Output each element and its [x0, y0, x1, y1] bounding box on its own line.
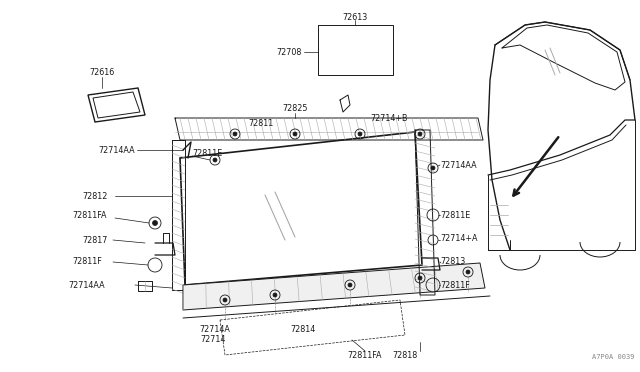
Text: 72714+A: 72714+A: [440, 234, 477, 243]
Text: 72811E: 72811E: [440, 211, 470, 219]
Polygon shape: [183, 263, 485, 310]
Circle shape: [348, 283, 352, 287]
Circle shape: [358, 132, 362, 136]
Text: 72708: 72708: [276, 48, 302, 57]
Circle shape: [213, 158, 217, 162]
Text: 72714+B: 72714+B: [370, 113, 408, 122]
Text: 72811E: 72811E: [192, 148, 222, 157]
Circle shape: [223, 298, 227, 302]
Text: 72811FA: 72811FA: [348, 350, 382, 359]
Circle shape: [233, 132, 237, 136]
Text: A7P0A 0039: A7P0A 0039: [593, 354, 635, 360]
Circle shape: [418, 132, 422, 136]
Text: 72812: 72812: [82, 192, 108, 201]
Circle shape: [418, 276, 422, 280]
Circle shape: [152, 221, 157, 225]
Polygon shape: [180, 132, 422, 285]
Text: 72714AA: 72714AA: [440, 160, 477, 170]
Text: 72714AA: 72714AA: [99, 145, 135, 154]
Text: 72616: 72616: [90, 67, 115, 77]
Circle shape: [431, 166, 435, 170]
Circle shape: [466, 270, 470, 274]
Text: 72813: 72813: [440, 257, 465, 266]
Circle shape: [273, 293, 277, 297]
Text: 72613: 72613: [343, 13, 368, 22]
Text: 72811: 72811: [248, 119, 273, 128]
Text: 72811F: 72811F: [72, 257, 102, 266]
Text: 72814: 72814: [290, 326, 316, 334]
Text: 72714AA: 72714AA: [68, 280, 104, 289]
Text: 72817: 72817: [82, 235, 108, 244]
Text: 72714A: 72714A: [200, 326, 230, 334]
Text: 72811FA: 72811FA: [72, 211, 106, 219]
Circle shape: [293, 132, 297, 136]
Text: 72825: 72825: [282, 103, 308, 112]
Text: 72714: 72714: [200, 336, 226, 344]
Text: 72818: 72818: [392, 350, 418, 359]
Text: 72811F: 72811F: [440, 280, 470, 289]
